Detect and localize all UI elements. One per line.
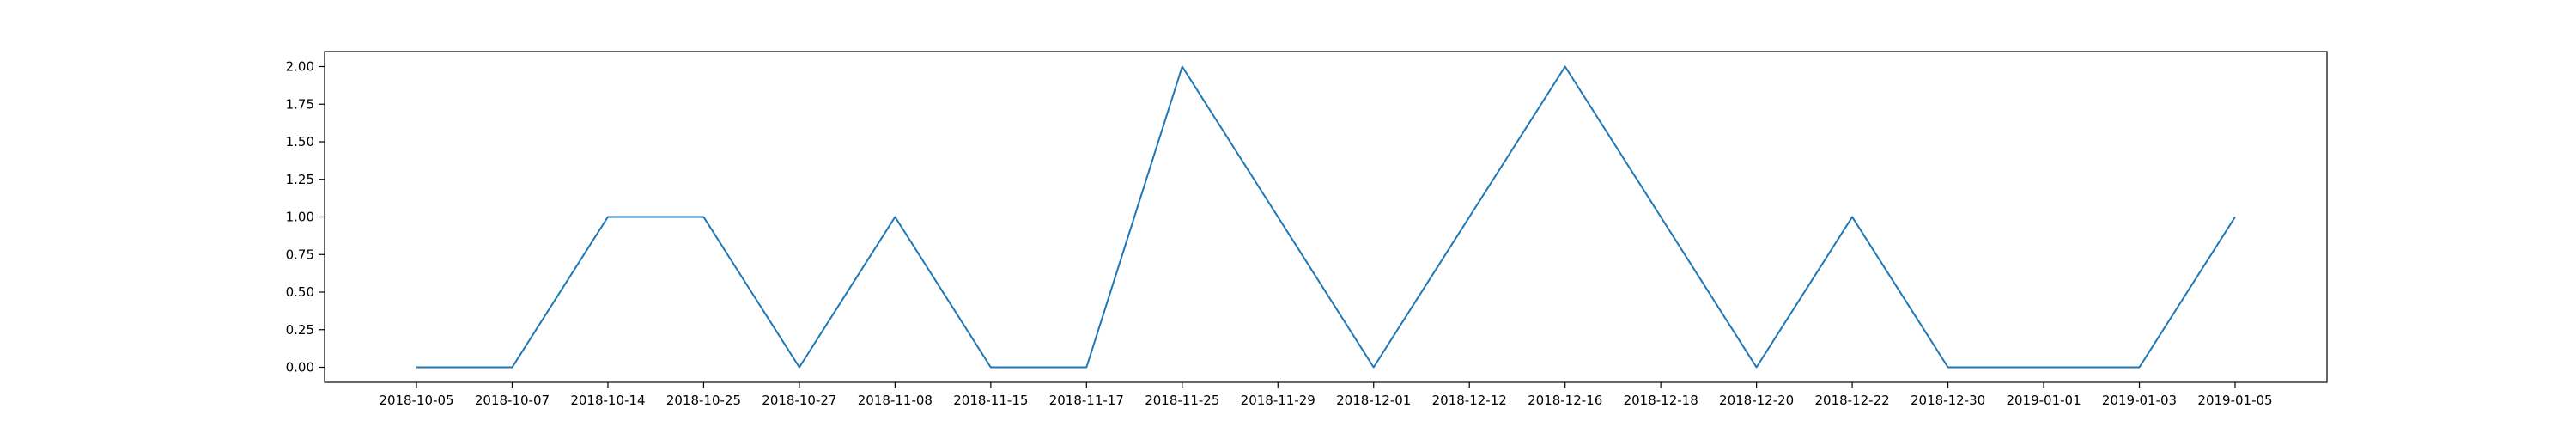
y-axis: 0.00 0.25 0.50 0.75 1.00 1.25 1.50 1.75 2.00 [286,59,325,375]
series-line [416,65,2236,369]
x-tick-label: 2018-11-15 [953,393,1028,408]
x-tick-label: 2018-10-25 [666,393,741,408]
y-tick-label: 0.25 [286,322,314,338]
x-tick-label: 2019-01-03 [2102,393,2177,408]
x-axis: 2018-10-05 2018-10-07 2018-10-14 2018-10-25… [379,382,2273,408]
x-tick-label: 2018-11-25 [1145,393,1219,408]
y-tick-label: 0.50 [286,284,314,300]
y-tick-label: 0.75 [286,247,314,262]
x-tick-label: 2018-12-01 [1336,393,1411,408]
y-tick-label: 1.50 [286,134,314,149]
x-tick-label: 2018-12-20 [1719,393,1794,408]
x-tick-label: 2018-12-18 [1624,393,1698,408]
x-tick-label: 2018-12-12 [1432,393,1507,408]
x-tick-label: 2018-10-14 [570,393,645,408]
y-tick-label: 2.00 [286,59,314,75]
x-tick-label: 2018-12-16 [1528,393,1602,408]
x-tick-label: 2018-11-08 [858,393,933,408]
x-tick-label: 2019-01-01 [2006,393,2081,408]
x-tick-label: 2018-10-07 [475,393,550,408]
y-tick-label: 1.25 [286,172,314,187]
x-tick-label: 2018-11-17 [1049,393,1124,408]
x-tick-label: 2018-11-29 [1241,393,1315,408]
y-tick-label: 1.00 [286,210,314,225]
y-tick-label: 0.00 [286,360,314,375]
y-tick-label: 1.75 [286,96,314,112]
x-tick-label: 2019-01-05 [2197,393,2272,408]
x-tick-label: 2018-12-30 [1911,393,1985,408]
series-layer [416,65,2236,369]
x-tick-label: 2018-10-05 [379,393,453,408]
x-tick-label: 2018-10-27 [762,393,836,408]
x-tick-label: 2018-12-22 [1815,393,1890,408]
